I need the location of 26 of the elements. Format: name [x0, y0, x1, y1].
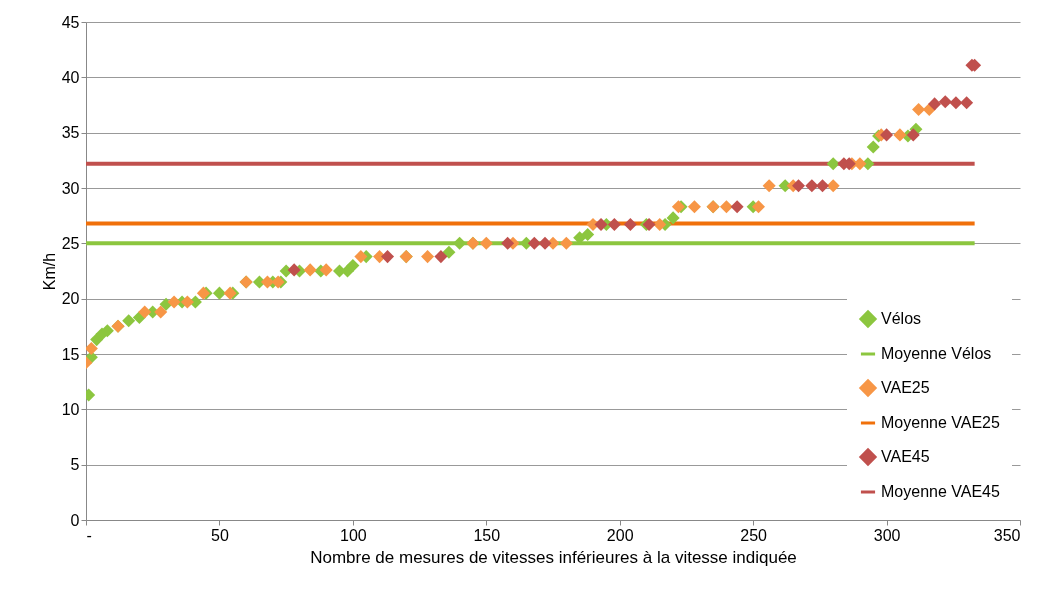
- y-tick-label: 20: [61, 290, 80, 308]
- x-tick-label: 200: [606, 526, 634, 544]
- x-axis-title: Nombre de mesures de vitesses inférieures à la vitesse indiquée: [310, 547, 797, 567]
- legend-label: Moyenne Vélos: [881, 345, 992, 362]
- x-tick-label: 300: [873, 526, 901, 544]
- x-tick-label: -: [86, 526, 92, 544]
- y-tick-label: 35: [61, 124, 80, 142]
- x-tick-label: 100: [340, 526, 367, 544]
- y-tick-label: 10: [61, 400, 80, 418]
- legend-label: VAE25: [881, 379, 930, 396]
- y-tick-label: 5: [70, 456, 80, 474]
- x-tick-label: 150: [473, 526, 501, 544]
- y-tick-label: 40: [61, 68, 80, 86]
- legend-label: VAE45: [881, 448, 930, 465]
- y-tick-label: 45: [61, 13, 80, 31]
- x-tick-label: 50: [211, 526, 229, 544]
- y-tick-label: 25: [61, 234, 80, 252]
- x-tick-label: 350: [993, 526, 1021, 544]
- y-tick-label: 30: [61, 179, 80, 197]
- y-axis-title: Km/h: [40, 252, 58, 291]
- legend-label: Moyenne VAE45: [881, 483, 1000, 500]
- legend-label: Vélos: [881, 310, 922, 327]
- y-tick-label: 15: [61, 345, 80, 363]
- legend-label: Moyenne VAE25: [881, 414, 1000, 431]
- y-tick-label: 0: [70, 511, 80, 529]
- x-tick-label: 250: [740, 526, 768, 544]
